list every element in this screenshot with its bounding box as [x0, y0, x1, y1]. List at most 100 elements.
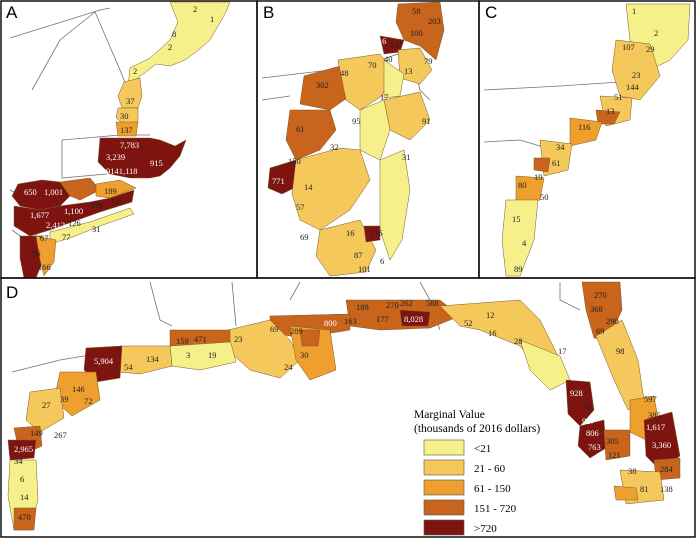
- value-label: 471: [194, 334, 207, 344]
- value-label: 54: [124, 362, 133, 372]
- value-label: 203: [428, 16, 441, 26]
- ma-cape-ann-region: [115, 121, 139, 137]
- value-label: 96: [32, 248, 41, 258]
- value-label: 195: [90, 200, 103, 210]
- value-label: 2: [193, 4, 197, 14]
- virginia-mid-region: [291, 147, 371, 231]
- virginia-eastern-shore-region: [379, 149, 411, 261]
- georgia-coast-region: [501, 199, 539, 277]
- value-label: 267: [54, 430, 67, 440]
- value-label: 27: [42, 400, 51, 410]
- legend-title: Marginal Value: [414, 409, 485, 421]
- panel-c: 1 2 107 29 23 144 51 13 116 34 61 19 80 …: [478, 0, 696, 279]
- value-label: 72: [84, 396, 93, 406]
- value-label: 284: [660, 464, 674, 474]
- value-label: 7,783: [120, 140, 139, 150]
- value-label: 1,677: [30, 210, 49, 220]
- value-label: 52: [464, 318, 473, 328]
- legend-swatch: [423, 459, 465, 476]
- delmarva-north-region: [383, 59, 405, 99]
- value-label: 4: [522, 238, 527, 248]
- legend-label: <21: [474, 443, 491, 455]
- value-label: 13: [606, 106, 615, 116]
- myrtle-region: [569, 117, 603, 147]
- value-label: 19: [208, 350, 217, 360]
- value-label: 100: [410, 28, 423, 38]
- value-label: 270: [386, 300, 399, 310]
- value-label: 1,617: [646, 422, 665, 432]
- value-label: 1,100: [64, 206, 83, 216]
- value-label: 92: [584, 402, 593, 412]
- legend-label: 21 - 60: [474, 463, 506, 475]
- value-label: 98: [616, 346, 625, 356]
- value-label: 80: [518, 180, 527, 190]
- fort-myers-region: [603, 429, 631, 461]
- value-label: 289: [290, 326, 303, 336]
- sc-south-region: [515, 175, 545, 205]
- legend-swatch: [423, 439, 465, 456]
- value-label: 771: [272, 176, 285, 186]
- value-label: 135: [110, 196, 123, 206]
- value-label: 987: [582, 416, 595, 426]
- value-label: 138: [660, 484, 673, 494]
- value-label: 134: [146, 354, 160, 364]
- ct-east-region: [59, 177, 101, 201]
- legend-label: 151 - 720: [474, 503, 517, 515]
- charleston-region: [533, 157, 551, 173]
- value-label: 61: [296, 124, 305, 134]
- legend-label: 61 - 150: [474, 483, 511, 495]
- value-label: 189: [356, 302, 369, 312]
- value-label: 137: [120, 125, 133, 135]
- value-label: 17: [558, 346, 567, 356]
- value-label: 650: [24, 187, 37, 197]
- value-label: 32: [330, 142, 339, 152]
- value-label: 50: [540, 192, 549, 202]
- value-label: 17: [380, 92, 389, 102]
- value-label: 23: [632, 70, 641, 80]
- value-label: 95: [352, 116, 361, 126]
- virginia-west-region: [267, 159, 299, 195]
- value-label: 101: [358, 264, 371, 274]
- value-label: 2: [133, 66, 137, 76]
- value-label: 12: [486, 310, 495, 320]
- value-label: 16: [346, 228, 355, 238]
- panel-d: 189 270 262 588 800 163 177 8,028 52 12 …: [0, 277, 696, 538]
- value-label: 14: [304, 182, 313, 192]
- value-label: 81: [640, 484, 649, 494]
- value-label: 40: [384, 54, 393, 64]
- value-label: 38: [628, 466, 637, 476]
- value-label: 79: [424, 56, 433, 66]
- value-label: 800: [324, 318, 337, 328]
- ri-region: [95, 179, 137, 199]
- value-label: 6: [380, 256, 384, 266]
- value-label: 1: [632, 6, 636, 16]
- value-label: 6: [20, 474, 24, 484]
- panel-a: 2 1 8 2 2 37 30 137 7,783 3,239 915 9141…: [0, 0, 258, 279]
- value-label: 144: [626, 82, 640, 92]
- value-label: 290: [606, 316, 619, 326]
- value-label: 2,412: [46, 220, 65, 230]
- value-label: 806: [586, 428, 599, 438]
- value-label: 163: [344, 316, 357, 326]
- value-label: 67: [40, 233, 49, 243]
- value-label: 14: [20, 492, 29, 502]
- value-label: 57: [296, 202, 305, 212]
- value-label: 58: [412, 6, 421, 16]
- value-label: 385: [648, 410, 661, 420]
- value-label: 146: [72, 384, 85, 394]
- value-label: 262: [400, 298, 413, 308]
- value-label: 24: [284, 362, 293, 372]
- value-label: 23: [234, 334, 243, 344]
- eastern-shore-region: [359, 99, 391, 161]
- value-label: 30: [300, 350, 309, 360]
- value-label: 2: [654, 28, 658, 38]
- value-label: 9141,118: [106, 166, 138, 176]
- value-label: 1,001: [44, 187, 63, 197]
- value-label: 8,028: [404, 314, 423, 324]
- value-label: 121: [608, 450, 621, 460]
- value-label: 31: [402, 152, 411, 162]
- tampa-north-region: [399, 309, 431, 327]
- panel-letter: C: [485, 3, 497, 22]
- value-label: 91: [422, 116, 431, 126]
